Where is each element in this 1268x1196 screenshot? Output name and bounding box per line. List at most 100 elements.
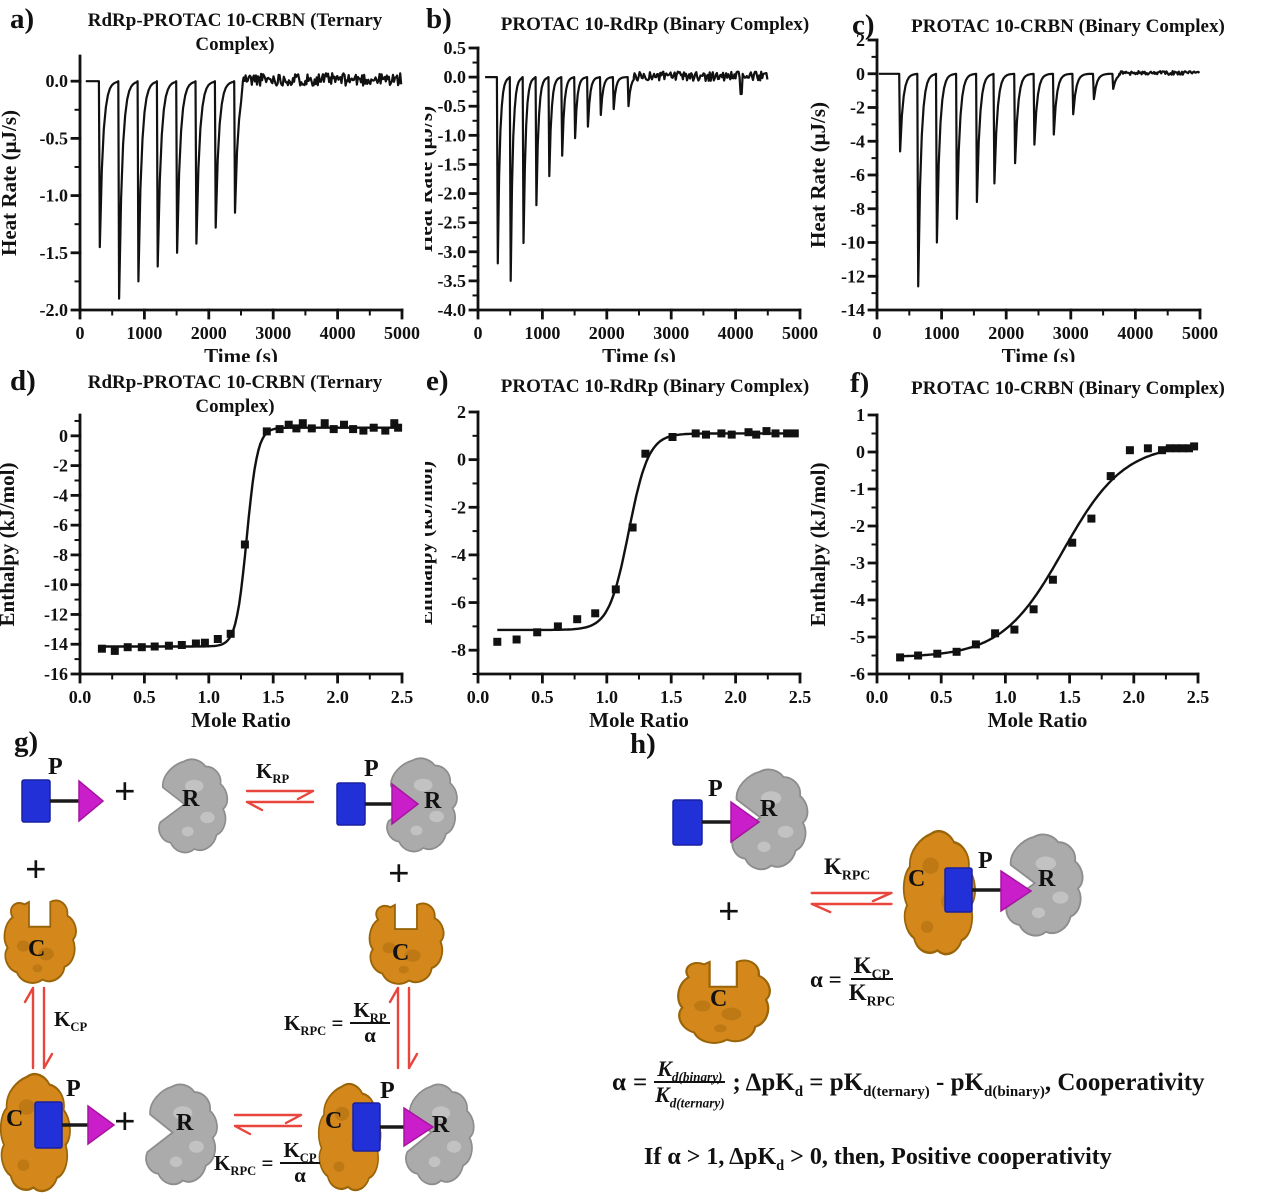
svg-text:1.0: 1.0 bbox=[596, 687, 619, 707]
kd-ratio-fraction: Kd(binary) Kd(ternary) bbox=[654, 1056, 726, 1111]
panel-letter-f: f) bbox=[850, 367, 870, 399]
svg-text:-1.0: -1.0 bbox=[40, 186, 69, 206]
equilibrium-arrow-krpc-right bbox=[388, 986, 419, 1070]
svg-text:2000: 2000 bbox=[988, 323, 1024, 343]
svg-text:0.5: 0.5 bbox=[531, 687, 554, 707]
svg-text:Enthalpy (kJ/mol): Enthalpy (kJ/mol) bbox=[0, 463, 19, 627]
title-line: RdRp-PROTAC 10-CRBN (Ternary bbox=[87, 10, 383, 31]
equals-sign: = bbox=[632, 1068, 648, 1096]
data-point-marker bbox=[240, 540, 249, 549]
svg-text:2.0: 2.0 bbox=[724, 687, 747, 707]
equilibrium-arrow-kcp bbox=[23, 986, 54, 1070]
krp-label: KRP bbox=[256, 759, 290, 787]
fraction-numerator: KCP bbox=[280, 1138, 320, 1164]
svg-text:-4: -4 bbox=[451, 545, 466, 565]
svg-text:-14: -14 bbox=[44, 634, 68, 654]
kcp-label: KCP bbox=[54, 1007, 88, 1035]
data-point-marker bbox=[1172, 444, 1181, 453]
mechanism-diagram: P R P R + KRP + + C C KCP KRPC = KRP α C… bbox=[0, 725, 1268, 1196]
data-point-marker bbox=[226, 629, 235, 638]
sigmoid-fit-curve bbox=[900, 445, 1194, 658]
data-point-marker bbox=[727, 430, 736, 439]
heat-rate-trace bbox=[485, 70, 769, 282]
svg-text:-4: -4 bbox=[850, 590, 865, 610]
crbn-label: C bbox=[710, 986, 728, 1012]
svg-text:1000: 1000 bbox=[924, 323, 960, 343]
data-points bbox=[493, 427, 799, 646]
title-line: RdRp-PROTAC 10-CRBN (Ternary bbox=[87, 372, 383, 393]
svg-text:-1: -1 bbox=[850, 479, 865, 499]
rdrp-label: R bbox=[176, 1110, 194, 1136]
svg-text:0.5: 0.5 bbox=[444, 38, 467, 58]
protac-warhead bbox=[78, 779, 105, 823]
svg-text:5000: 5000 bbox=[1182, 323, 1218, 343]
data-point-marker bbox=[329, 425, 338, 434]
svg-text:-16: -16 bbox=[44, 664, 68, 684]
rdrp-label: R bbox=[424, 788, 442, 814]
chart-panel-e-isotherm: 0.0 0.5 1.0 1.5 2.0 2.5 2 0 -2 -4 -6 -8 Mole Ratio En… bbox=[425, 402, 812, 728]
equilibrium-arrow-krpc bbox=[810, 891, 893, 914]
data-point-marker bbox=[150, 642, 159, 651]
protac-warhead bbox=[403, 1106, 435, 1148]
data-point-marker bbox=[200, 638, 209, 647]
panel-letter-e: e) bbox=[426, 365, 449, 397]
heat-rate-trace bbox=[878, 70, 1201, 288]
panel-title-d: RdRp-PROTAC 10-CRBN (Ternary Complex) bbox=[70, 371, 400, 420]
panel-title-b: PROTAC 10-RdRp (Binary Complex) bbox=[465, 13, 845, 37]
data-point-marker bbox=[1068, 538, 1077, 547]
panel-letter-d: d) bbox=[10, 365, 36, 397]
data-point-marker bbox=[262, 427, 271, 436]
data-point-marker bbox=[628, 523, 637, 532]
svg-text:2.0: 2.0 bbox=[326, 687, 349, 707]
svg-text:2.5: 2.5 bbox=[789, 687, 812, 707]
svg-text:2.5: 2.5 bbox=[1187, 687, 1210, 707]
data-point-marker bbox=[137, 643, 146, 652]
panel-title-a: RdRp-PROTAC 10-CRBN (Ternary Complex) bbox=[70, 9, 400, 58]
svg-text:Enthalpy (kJ/mol): Enthalpy (kJ/mol) bbox=[425, 461, 437, 625]
krpc-equals-kcp-over-alpha: KRPC = KCP α bbox=[214, 1138, 320, 1187]
fraction-denominator: KRPC bbox=[848, 980, 895, 1009]
chart-panel-d-isotherm: 0.0 0.5 1.0 1.5 2.0 2.5 0 -2 -4 -6 -8 -10 -12 -14 -16 M… bbox=[0, 413, 413, 728]
data-point-marker bbox=[369, 423, 378, 432]
panel-letter-g: g) bbox=[14, 726, 39, 758]
data-point-marker bbox=[952, 647, 961, 656]
svg-text:0: 0 bbox=[856, 442, 865, 462]
plus-sign: + bbox=[718, 891, 740, 933]
data-point-marker bbox=[123, 643, 132, 652]
svg-text:-4: -4 bbox=[850, 131, 865, 151]
svg-text:2: 2 bbox=[856, 30, 865, 50]
fraction: KRP α bbox=[350, 998, 390, 1048]
data-point-marker bbox=[702, 430, 710, 439]
svg-text:4000: 4000 bbox=[1117, 323, 1153, 343]
axes bbox=[70, 54, 404, 320]
data-point-marker bbox=[533, 628, 542, 637]
data-point-marker bbox=[381, 426, 390, 435]
data-point-marker bbox=[611, 585, 620, 594]
title-line: PROTAC 10-CRBN (Binary Complex) bbox=[911, 378, 1225, 399]
svg-text:1.5: 1.5 bbox=[660, 687, 683, 707]
axes bbox=[70, 413, 404, 684]
svg-text:-3.5: -3.5 bbox=[438, 271, 467, 291]
svg-text:-10: -10 bbox=[44, 575, 68, 595]
svg-text:4000: 4000 bbox=[718, 323, 754, 343]
svg-text:-2: -2 bbox=[53, 456, 68, 476]
data-point-marker bbox=[1010, 625, 1019, 634]
svg-text:-10: -10 bbox=[841, 233, 865, 253]
data-point-marker bbox=[1029, 605, 1038, 614]
data-point-marker bbox=[1048, 575, 1057, 584]
data-point-marker bbox=[717, 429, 726, 438]
data-point-marker bbox=[691, 429, 700, 438]
svg-text:3000: 3000 bbox=[255, 323, 291, 343]
eq-lhs: KRPC = bbox=[284, 1010, 344, 1038]
data-point-marker bbox=[991, 629, 1000, 638]
svg-text:0.5: 0.5 bbox=[930, 687, 953, 707]
data-point-marker bbox=[1087, 514, 1096, 523]
svg-text:0: 0 bbox=[59, 426, 68, 446]
data-point-marker bbox=[573, 615, 582, 624]
svg-text:Enthalpy (kJ/mol): Enthalpy (kJ/mol) bbox=[808, 463, 830, 627]
svg-text:-8: -8 bbox=[451, 640, 466, 660]
fraction-denominator: Kd(ternary) bbox=[655, 1082, 725, 1111]
fraction-denominator: α bbox=[364, 1023, 376, 1048]
protac-anchor bbox=[336, 782, 366, 826]
